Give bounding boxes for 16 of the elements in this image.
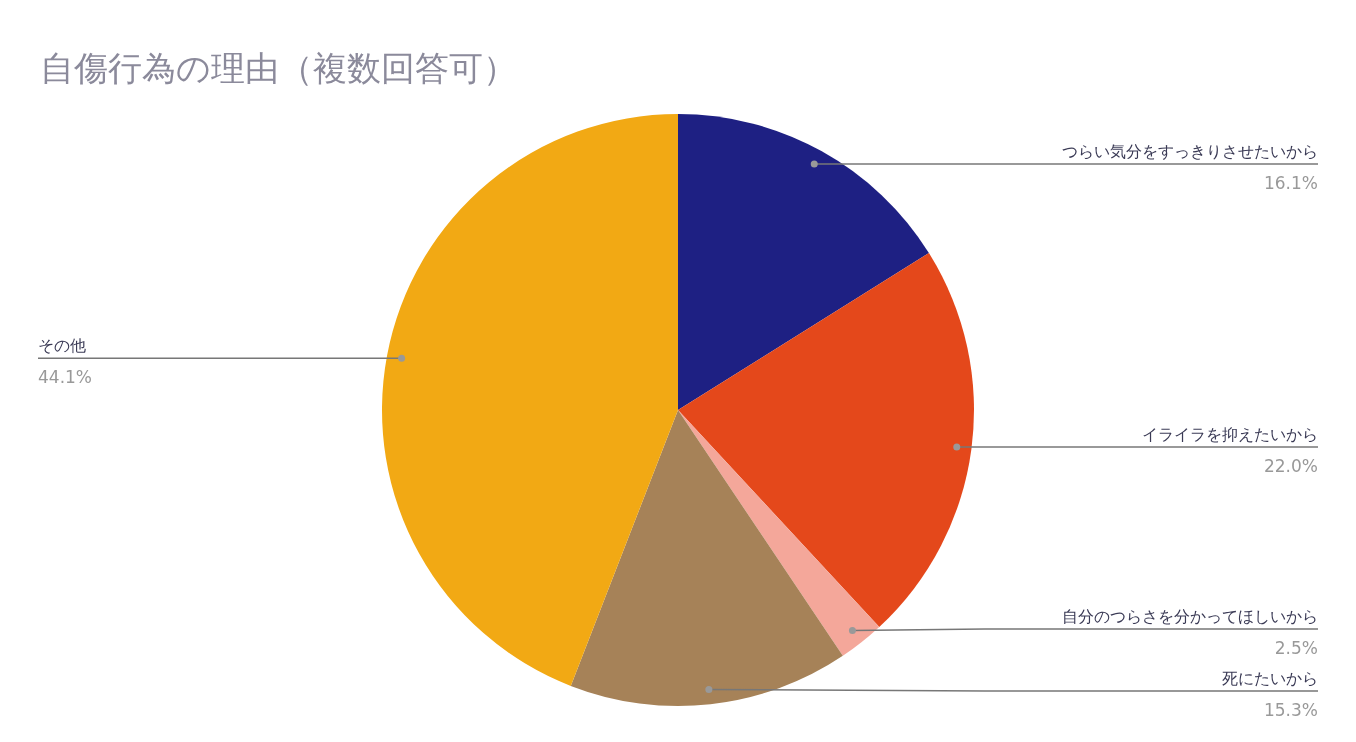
pie-slice	[678, 114, 929, 410]
pie-slice	[678, 410, 880, 656]
data-label: 16.1%	[1263, 173, 1318, 194]
chart-title: 自傷行為の理由（複数回答可）	[40, 48, 517, 88]
slice-label: 自分のつらさを分かってほしいから	[1062, 607, 1318, 627]
data-label: 2.5%	[1274, 638, 1318, 659]
pie-slice	[382, 114, 678, 686]
data-label: 15.3%	[1263, 700, 1318, 721]
pie-slice	[570, 410, 843, 706]
slice-label: イライラを抑えたいから	[1142, 425, 1318, 444]
pie-slice	[678, 252, 974, 628]
data-label: 22.0%	[1263, 456, 1318, 476]
slice-label: 死にたいから	[1222, 669, 1318, 689]
slice-label: つらい気分をすっきりさせたいから	[1062, 142, 1318, 162]
data-label: 44.1%	[38, 367, 93, 388]
slice-label: その他	[38, 336, 86, 356]
